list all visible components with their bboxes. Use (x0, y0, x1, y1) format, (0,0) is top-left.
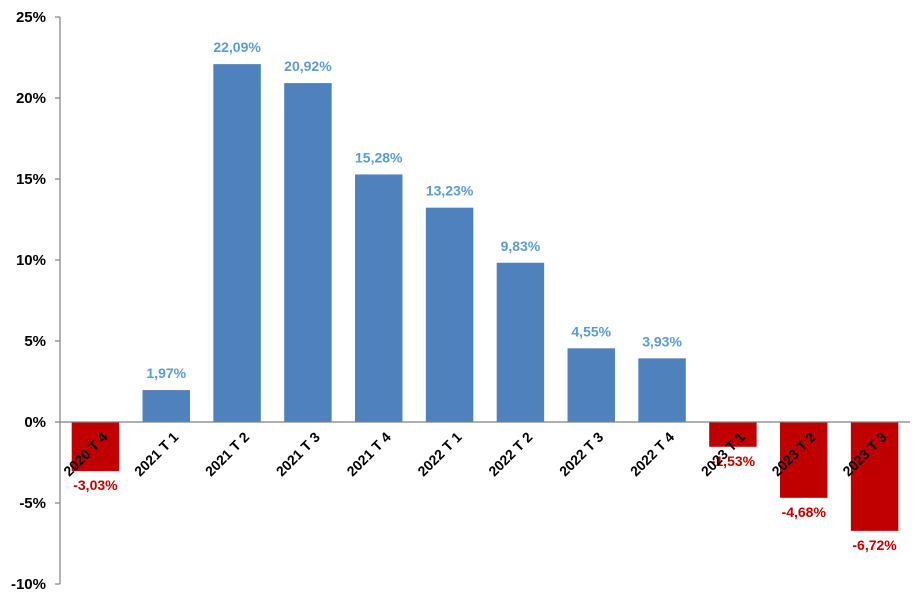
y-axis: 25% 20% 15% 10% 5% 0% -5% -10% (11, 9, 61, 593)
data-label: 1,97% (146, 365, 186, 381)
y-tick-label: 20% (16, 90, 46, 107)
category-label: 2021 T 1 (131, 429, 182, 480)
category-labels: 2020 T 4 2021 T 1 2021 T 2 2021 T 3 2021 T 4… (60, 429, 890, 480)
bar (355, 174, 403, 422)
bar (213, 64, 261, 422)
data-label: 3,93% (642, 333, 682, 349)
y-tick-label: -10% (11, 576, 46, 593)
data-label: 20,92% (284, 58, 332, 74)
data-label: 13,23% (426, 183, 474, 199)
category-label: 2021 T 3 (273, 429, 324, 480)
data-labels: -3,03% 1,97% 22,09% 20,92% 15,28% 13,23% 9,83%… (73, 39, 897, 553)
data-label: 22,09% (213, 39, 261, 55)
data-label: 9,83% (501, 238, 541, 254)
category-label: 2022 T 2 (485, 429, 536, 480)
y-tick-label: -5% (19, 495, 46, 512)
bar (850, 422, 899, 531)
bar (142, 390, 190, 422)
category-label: 2022 T 3 (556, 429, 607, 480)
data-label: -6,72% (852, 537, 897, 553)
category-label: 2022 T 1 (414, 429, 465, 480)
bar (71, 422, 120, 472)
bar (425, 207, 474, 422)
bar (567, 348, 615, 422)
category-label: 2021 T 2 (202, 429, 253, 480)
category-label: 2021 T 4 (343, 429, 394, 480)
bar (780, 422, 828, 498)
bar (284, 83, 332, 422)
y-tick-label: 25% (16, 9, 46, 26)
y-tick-label: 10% (16, 252, 46, 269)
y-tick-label: 0% (24, 414, 46, 431)
y-tick-label: 5% (24, 333, 46, 350)
bar (709, 422, 757, 447)
data-label: -3,03% (73, 477, 118, 493)
bars (71, 64, 899, 531)
category-label: 2022 T 4 (627, 429, 678, 480)
data-label: -1,53% (711, 453, 756, 469)
data-label: 15,28% (355, 149, 403, 165)
data-label: 4,55% (571, 323, 611, 339)
bar (496, 262, 545, 422)
bar (638, 358, 686, 422)
data-label: -4,68% (782, 504, 827, 520)
y-tick-label: 15% (16, 171, 46, 188)
